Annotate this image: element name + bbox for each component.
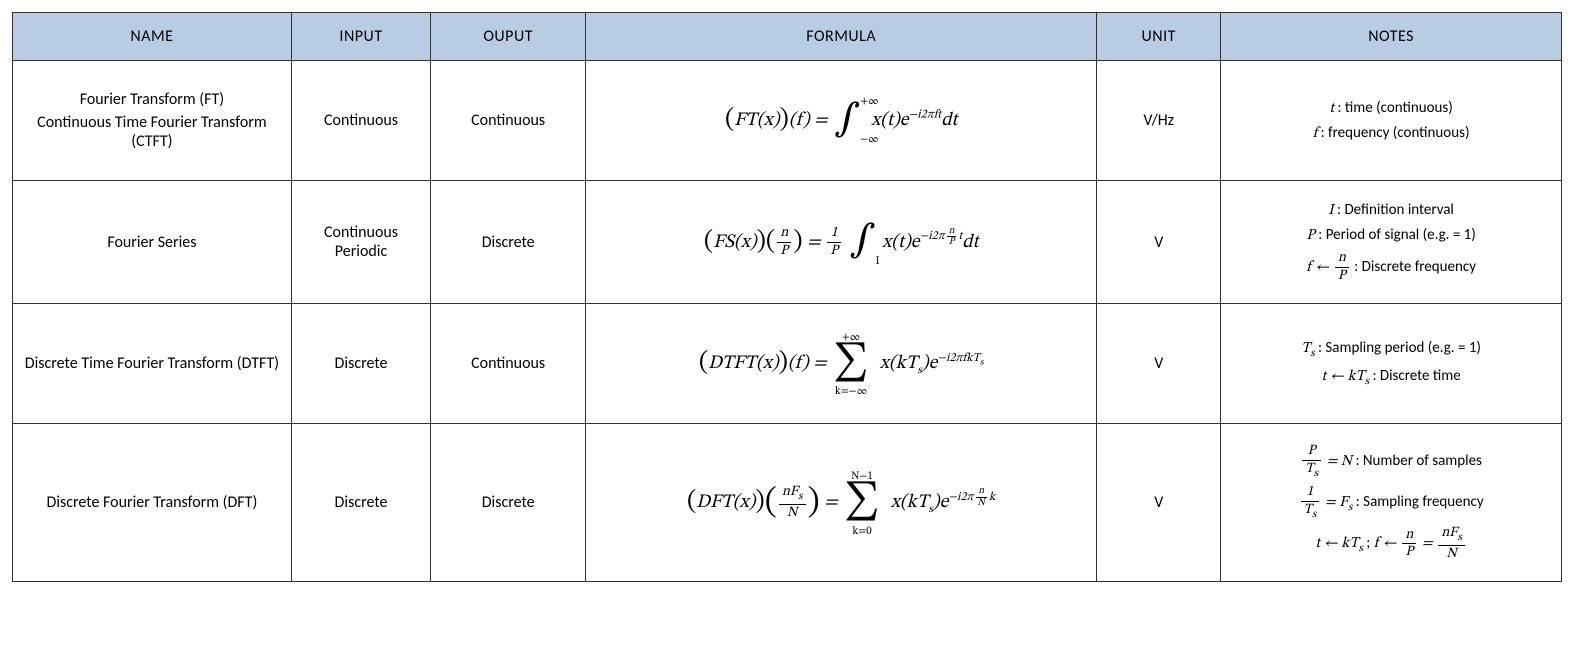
cell-unit: V — [1097, 304, 1221, 424]
name-line: Discrete Fourier Transform (DFT) — [23, 493, 281, 512]
cell-input: Continuous — [291, 61, 430, 181]
col-header-input: INPUT — [291, 13, 430, 61]
cell-output: Discrete — [431, 181, 586, 304]
table-header: NAME INPUT OUPUT FORMULA UNIT NOTES — [13, 13, 1562, 61]
cell-formula: (FS(x))(nP) = 1P ∫I x(t)e−i2πnPtdt — [586, 181, 1097, 304]
note-line: P : Period of signal (e.g. = 1) — [1231, 226, 1551, 245]
cell-notes: PTs = N : Number of samples 1Ts = Fs : S… — [1221, 424, 1562, 582]
name-line: Discrete Time Fourier Transform (DTFT) — [23, 354, 281, 373]
cell-input: Discrete — [291, 304, 430, 424]
cell-unit: V/Hz — [1097, 61, 1221, 181]
col-header-output: OUPUT — [431, 13, 586, 61]
cell-formula: (DFT(x))(nFsN) = ∑N−1k=0 x(kTs)e−i2πnNk — [586, 424, 1097, 582]
cell-unit: V — [1097, 424, 1221, 582]
note-line: f : frequency (continuous) — [1231, 124, 1551, 143]
name-line: Fourier Series — [23, 233, 281, 252]
cell-name: Fourier Transform (FT) Continuous Time F… — [13, 61, 292, 181]
note-line: f ← nP : Discrete frequency — [1231, 251, 1551, 283]
cell-notes: I : Definition interval P : Period of si… — [1221, 181, 1562, 304]
cell-notes: t : time (continuous) f : frequency (con… — [1221, 61, 1562, 181]
table-row-dtft: Discrete Time Fourier Transform (DTFT) D… — [13, 304, 1562, 424]
cell-output: Discrete — [431, 424, 586, 582]
note-line: t : time (continuous) — [1231, 99, 1551, 118]
cell-name: Fourier Series — [13, 181, 292, 304]
cell-unit: V — [1097, 181, 1221, 304]
cell-notes: Ts : Sampling period (e.g. = 1) t ← kTs … — [1221, 304, 1562, 424]
note-line: 1Ts = Fs : Sampling frequency — [1231, 485, 1551, 520]
cell-formula: (FT(x))(f) = ∫+∞−∞ x(t)e−i2πftdt — [586, 61, 1097, 181]
cell-formula: (DTFT(x))(f) = ∑+∞k=−∞ x(kTs)e−i2πfkTs — [586, 304, 1097, 424]
cell-input: Discrete — [291, 424, 430, 582]
col-header-formula: FORMULA — [586, 13, 1097, 61]
cell-output: Continuous — [431, 61, 586, 181]
table-row-dft: Discrete Fourier Transform (DFT) Discret… — [13, 424, 1562, 582]
cell-output: Continuous — [431, 304, 586, 424]
fourier-summary-table: NAME INPUT OUPUT FORMULA UNIT NOTES Four… — [12, 12, 1562, 582]
note-line: t ← kTs ; f ← nP = nFsN — [1231, 526, 1551, 561]
note-line: t ← kTs : Discrete time — [1231, 367, 1551, 389]
cell-name: Discrete Fourier Transform (DFT) — [13, 424, 292, 582]
formula-fs: (FS(x))(nP) = 1P ∫I x(t)e−i2πnPtdt — [704, 233, 979, 252]
formula-dtft: (DTFT(x))(f) = ∑+∞k=−∞ x(kTs)e−i2πfkTs — [699, 354, 984, 373]
col-header-name: NAME — [13, 13, 292, 61]
cell-name: Discrete Time Fourier Transform (DTFT) — [13, 304, 292, 424]
note-line: Ts : Sampling period (e.g. = 1) — [1231, 339, 1551, 361]
formula-ft: (FT(x))(f) = ∫+∞−∞ x(t)e−i2πftdt — [725, 111, 957, 130]
name-line: Fourier Transform (FT) — [23, 90, 281, 109]
col-header-notes: NOTES — [1221, 13, 1562, 61]
col-header-unit: UNIT — [1097, 13, 1221, 61]
formula-dft: (DFT(x))(nFsN) = ∑N−1k=0 x(kTs)e−i2πnNk — [687, 493, 995, 512]
note-line: PTs = N : Number of samples — [1231, 444, 1551, 479]
table-row-ft: Fourier Transform (FT) Continuous Time F… — [13, 61, 1562, 181]
note-line: I : Definition interval — [1231, 201, 1551, 220]
cell-input: Continuous Periodic — [291, 181, 430, 304]
table-row-fs: Fourier Series Continuous Periodic Discr… — [13, 181, 1562, 304]
name-line: Continuous Time Fourier Transform (CTFT) — [23, 113, 281, 151]
